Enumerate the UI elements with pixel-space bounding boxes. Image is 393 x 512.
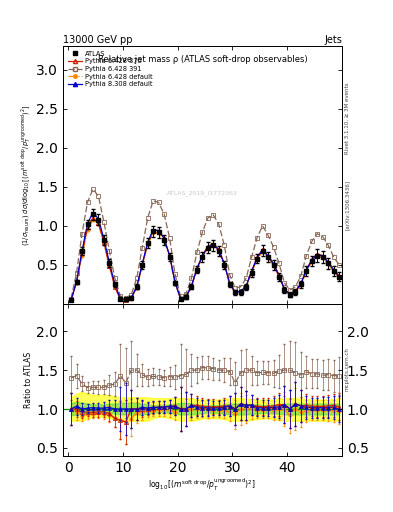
Text: Jets: Jets: [324, 35, 342, 45]
Y-axis label: $(1/\sigma_{\rm resum})\ d\sigma/d\log_{10}[(m^{\rm soft\ drop}/p_T^{\rm ungroom: $(1/\sigma_{\rm resum})\ d\sigma/d\log_{…: [20, 104, 33, 246]
Text: [arXiv:1306.3436]: [arXiv:1306.3436]: [345, 180, 349, 230]
X-axis label: $\log_{10}[(m^{\rm soft\ drop}/p_T^{\rm ungroomed})^2]$: $\log_{10}[(m^{\rm soft\ drop}/p_T^{\rm …: [149, 477, 256, 494]
Text: Rivet 3.1.10, ≥ 3M events: Rivet 3.1.10, ≥ 3M events: [345, 82, 349, 154]
Text: mcplots.cern.ch: mcplots.cern.ch: [345, 347, 349, 391]
Y-axis label: Ratio to ATLAS: Ratio to ATLAS: [24, 352, 33, 408]
Text: 13000 GeV pp: 13000 GeV pp: [63, 35, 132, 45]
Text: ATLAS_2019_I1772363: ATLAS_2019_I1772363: [167, 190, 238, 196]
Legend: ATLAS, Pythia 6.428 370, Pythia 6.428 391, Pythia 6.428 default, Pythia 8.308 de: ATLAS, Pythia 6.428 370, Pythia 6.428 39…: [66, 50, 154, 89]
Text: Relative jet mass ρ (ATLAS soft-drop observables): Relative jet mass ρ (ATLAS soft-drop obs…: [97, 55, 307, 64]
